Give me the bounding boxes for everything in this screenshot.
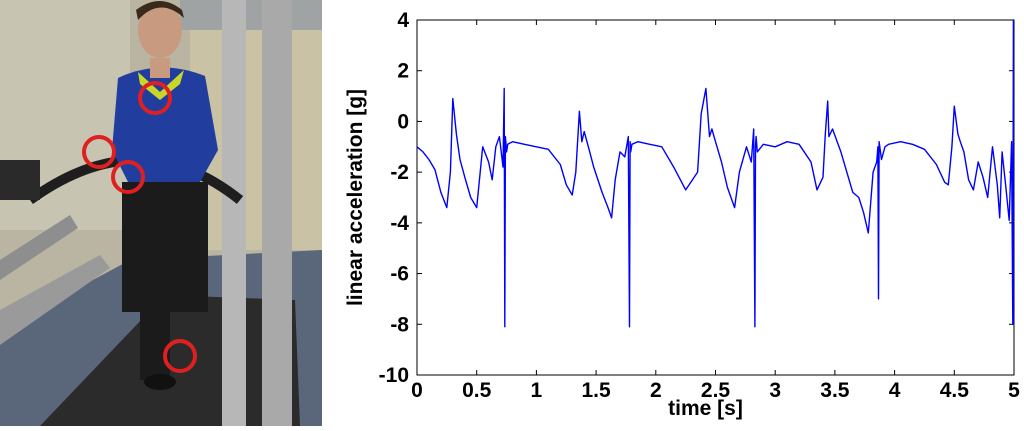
photo-pole-left: [222, 0, 246, 426]
y-tick-label: 0: [397, 110, 409, 133]
photo-neck: [150, 58, 170, 78]
photo-rail-left: [0, 255, 110, 345]
ankle-sensor-marker: [163, 339, 197, 373]
x-tick-label: 1: [531, 379, 543, 402]
x-tick-label: 4.5: [940, 379, 970, 402]
photo-trousers: [122, 182, 208, 312]
x-tick-label: 4: [889, 379, 901, 402]
y-axis-label: linear acceleration [g]: [344, 89, 367, 306]
x-tick-label: 0: [411, 379, 423, 402]
y-tick-label: 2: [397, 60, 409, 83]
photo-illustration: [0, 0, 322, 426]
x-tick-label: 3: [769, 379, 781, 402]
axis-ticks: 0 0.5 1 1.5 2 2.5 3 3.5 4 4.5 5 4 2 0 -2 -4 -6 -8 -10: [379, 9, 1021, 402]
chart-svg: 0 0.5 1 1.5 2 2.5 3 3.5 4 4.5 5 4 2 0 -2 -4 -6 -8 -10 time…: [344, 9, 1021, 420]
photo-shoe: [144, 374, 176, 390]
x-tick-label: 5: [1008, 379, 1020, 402]
plot-frame: [416, 19, 1015, 376]
x-tick-label: 1.5: [581, 379, 611, 402]
left-wrist-sensor-marker: [82, 135, 116, 169]
y-tick-label: -10: [379, 364, 409, 387]
y-tick-label: -2: [390, 161, 409, 184]
photo-leg: [140, 300, 170, 380]
y-tick-label: -6: [390, 263, 409, 286]
x-tick-label: 2.5: [701, 379, 731, 402]
treadmill-photo: [0, 0, 322, 426]
photo-ducts: [180, 0, 322, 30]
photo-hair: [136, 1, 184, 20]
x-tick-label: 0.5: [462, 379, 492, 402]
chest-sensor-marker: [138, 81, 172, 115]
photo-console: [0, 160, 40, 200]
y-tick-label: -8: [390, 313, 409, 336]
x-tick-label: 2: [650, 379, 662, 402]
x-tick-label: 3.5: [820, 379, 850, 402]
photo-head: [138, 2, 182, 58]
series-layer: [417, 19, 1014, 328]
x-axis-label: time [s]: [668, 397, 743, 420]
y-tick-label: 4: [397, 9, 409, 32]
photo-rail-left-upper: [0, 215, 78, 280]
photo-pole-right: [262, 0, 292, 426]
acceleration-series-line: [417, 19, 1014, 328]
right-wrist-sensor-marker: [111, 160, 145, 194]
y-tick-label: -4: [390, 212, 409, 235]
acceleration-chart: 0 0.5 1 1.5 2 2.5 3 3.5 4 4.5 5 4 2 0 -2 -4 -6 -8 -10 time…: [322, 0, 1024, 426]
